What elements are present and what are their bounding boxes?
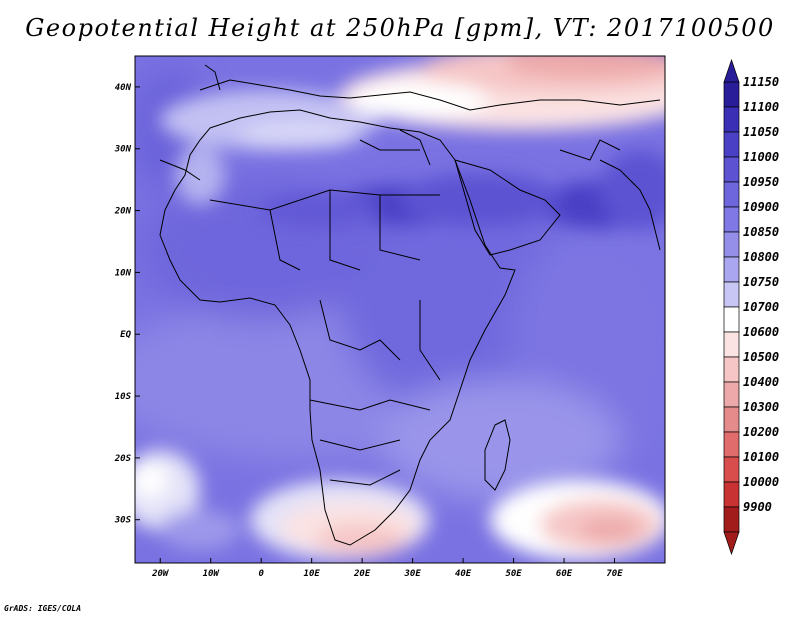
plot-frame	[134, 55, 666, 564]
colorbar-label: 10400	[743, 375, 779, 389]
lat-tick-label: 40N	[115, 83, 132, 93]
lat-tick-label: 30S	[114, 516, 132, 526]
colorbar-label: 11150	[743, 75, 779, 89]
coastlines	[159, 64, 661, 546]
lon-tick-label: 50E	[505, 569, 522, 579]
colorbar-swatch	[723, 281, 740, 308]
map-title: Geopotential Height at 250hPa [gpm], VT:…	[25, 14, 775, 42]
colorbar-swatch	[723, 131, 740, 158]
lon-tick-label: 20W	[151, 569, 170, 579]
lat-tick-label: 20N	[114, 207, 132, 217]
lon-tick-label: 60E	[556, 569, 573, 579]
colorbar-label: 10900	[743, 200, 779, 214]
lat-tick-label: 10S	[115, 392, 132, 402]
colorbar-label: 10750	[743, 275, 779, 289]
colorbar-swatch	[723, 331, 740, 358]
colorbar-label: 10500	[743, 350, 779, 364]
colorbar-swatch	[723, 381, 740, 408]
lon-tick-label: 40E	[455, 569, 472, 579]
colorbar-max-arrow	[723, 58, 740, 83]
lon-tick-label: 30E	[403, 569, 421, 579]
colorbar-swatch	[723, 431, 740, 458]
colorbar-label: 11100	[743, 100, 779, 114]
colorbar-swatch	[723, 156, 740, 183]
colorbar-swatch	[723, 231, 740, 258]
colorbar-label: 10600	[743, 325, 779, 339]
colorbar-swatch	[723, 356, 740, 383]
lon-tick-label: 0	[258, 569, 264, 579]
colorbar-label: 10300	[743, 400, 779, 414]
colorbar-swatch	[723, 506, 740, 533]
lat-tick-label: 10N	[115, 268, 132, 278]
colorbar-label: 10100	[743, 450, 779, 464]
lon-tick-label: 10W	[203, 569, 221, 579]
colorbar-swatch	[723, 456, 740, 483]
colorbar-swatch	[723, 106, 740, 133]
colorbar-swatch	[723, 206, 740, 233]
lat-tick-label: 20S	[114, 454, 132, 464]
colorbar-label: 10200	[743, 425, 779, 439]
lat-tick-label: EQ	[120, 330, 131, 340]
colorbar-label: 9900	[743, 500, 772, 514]
colorbar-swatch	[723, 181, 740, 208]
lat-tick-label: 30N	[114, 145, 132, 155]
lon-tick-label: 10E	[304, 569, 321, 579]
lon-tick-label: 20E	[353, 569, 371, 579]
colorbar-swatch	[723, 256, 740, 283]
colorbar-swatch	[723, 406, 740, 433]
colorbar-min-arrow	[723, 531, 740, 556]
lon-tick-label: 70E	[606, 569, 623, 579]
colorbar-label: 10950	[743, 175, 779, 189]
colorbar-label: 10850	[743, 225, 779, 239]
grads-credit: GrADS: IGES/COLA	[4, 604, 82, 613]
colorbar-label: 10800	[743, 250, 779, 264]
colorbar: 11150 11100 11050 11000 10950 10900 10850 10800…	[723, 58, 779, 556]
colorbar-swatch	[723, 481, 740, 508]
colorbar-label: 10000	[743, 475, 779, 489]
colorbar-label: 10700	[743, 300, 779, 314]
colorbar-label: 11000	[743, 150, 779, 164]
colorbar-swatch	[723, 306, 740, 333]
height-field	[135, 56, 665, 563]
axis-ticks: 20W 10W 0 10E 20E 30E 40E 50E 60E 70E 40N 30N 20N 10N…	[114, 83, 623, 579]
colorbar-swatch	[723, 81, 740, 108]
colorbar-label: 11050	[743, 125, 779, 139]
